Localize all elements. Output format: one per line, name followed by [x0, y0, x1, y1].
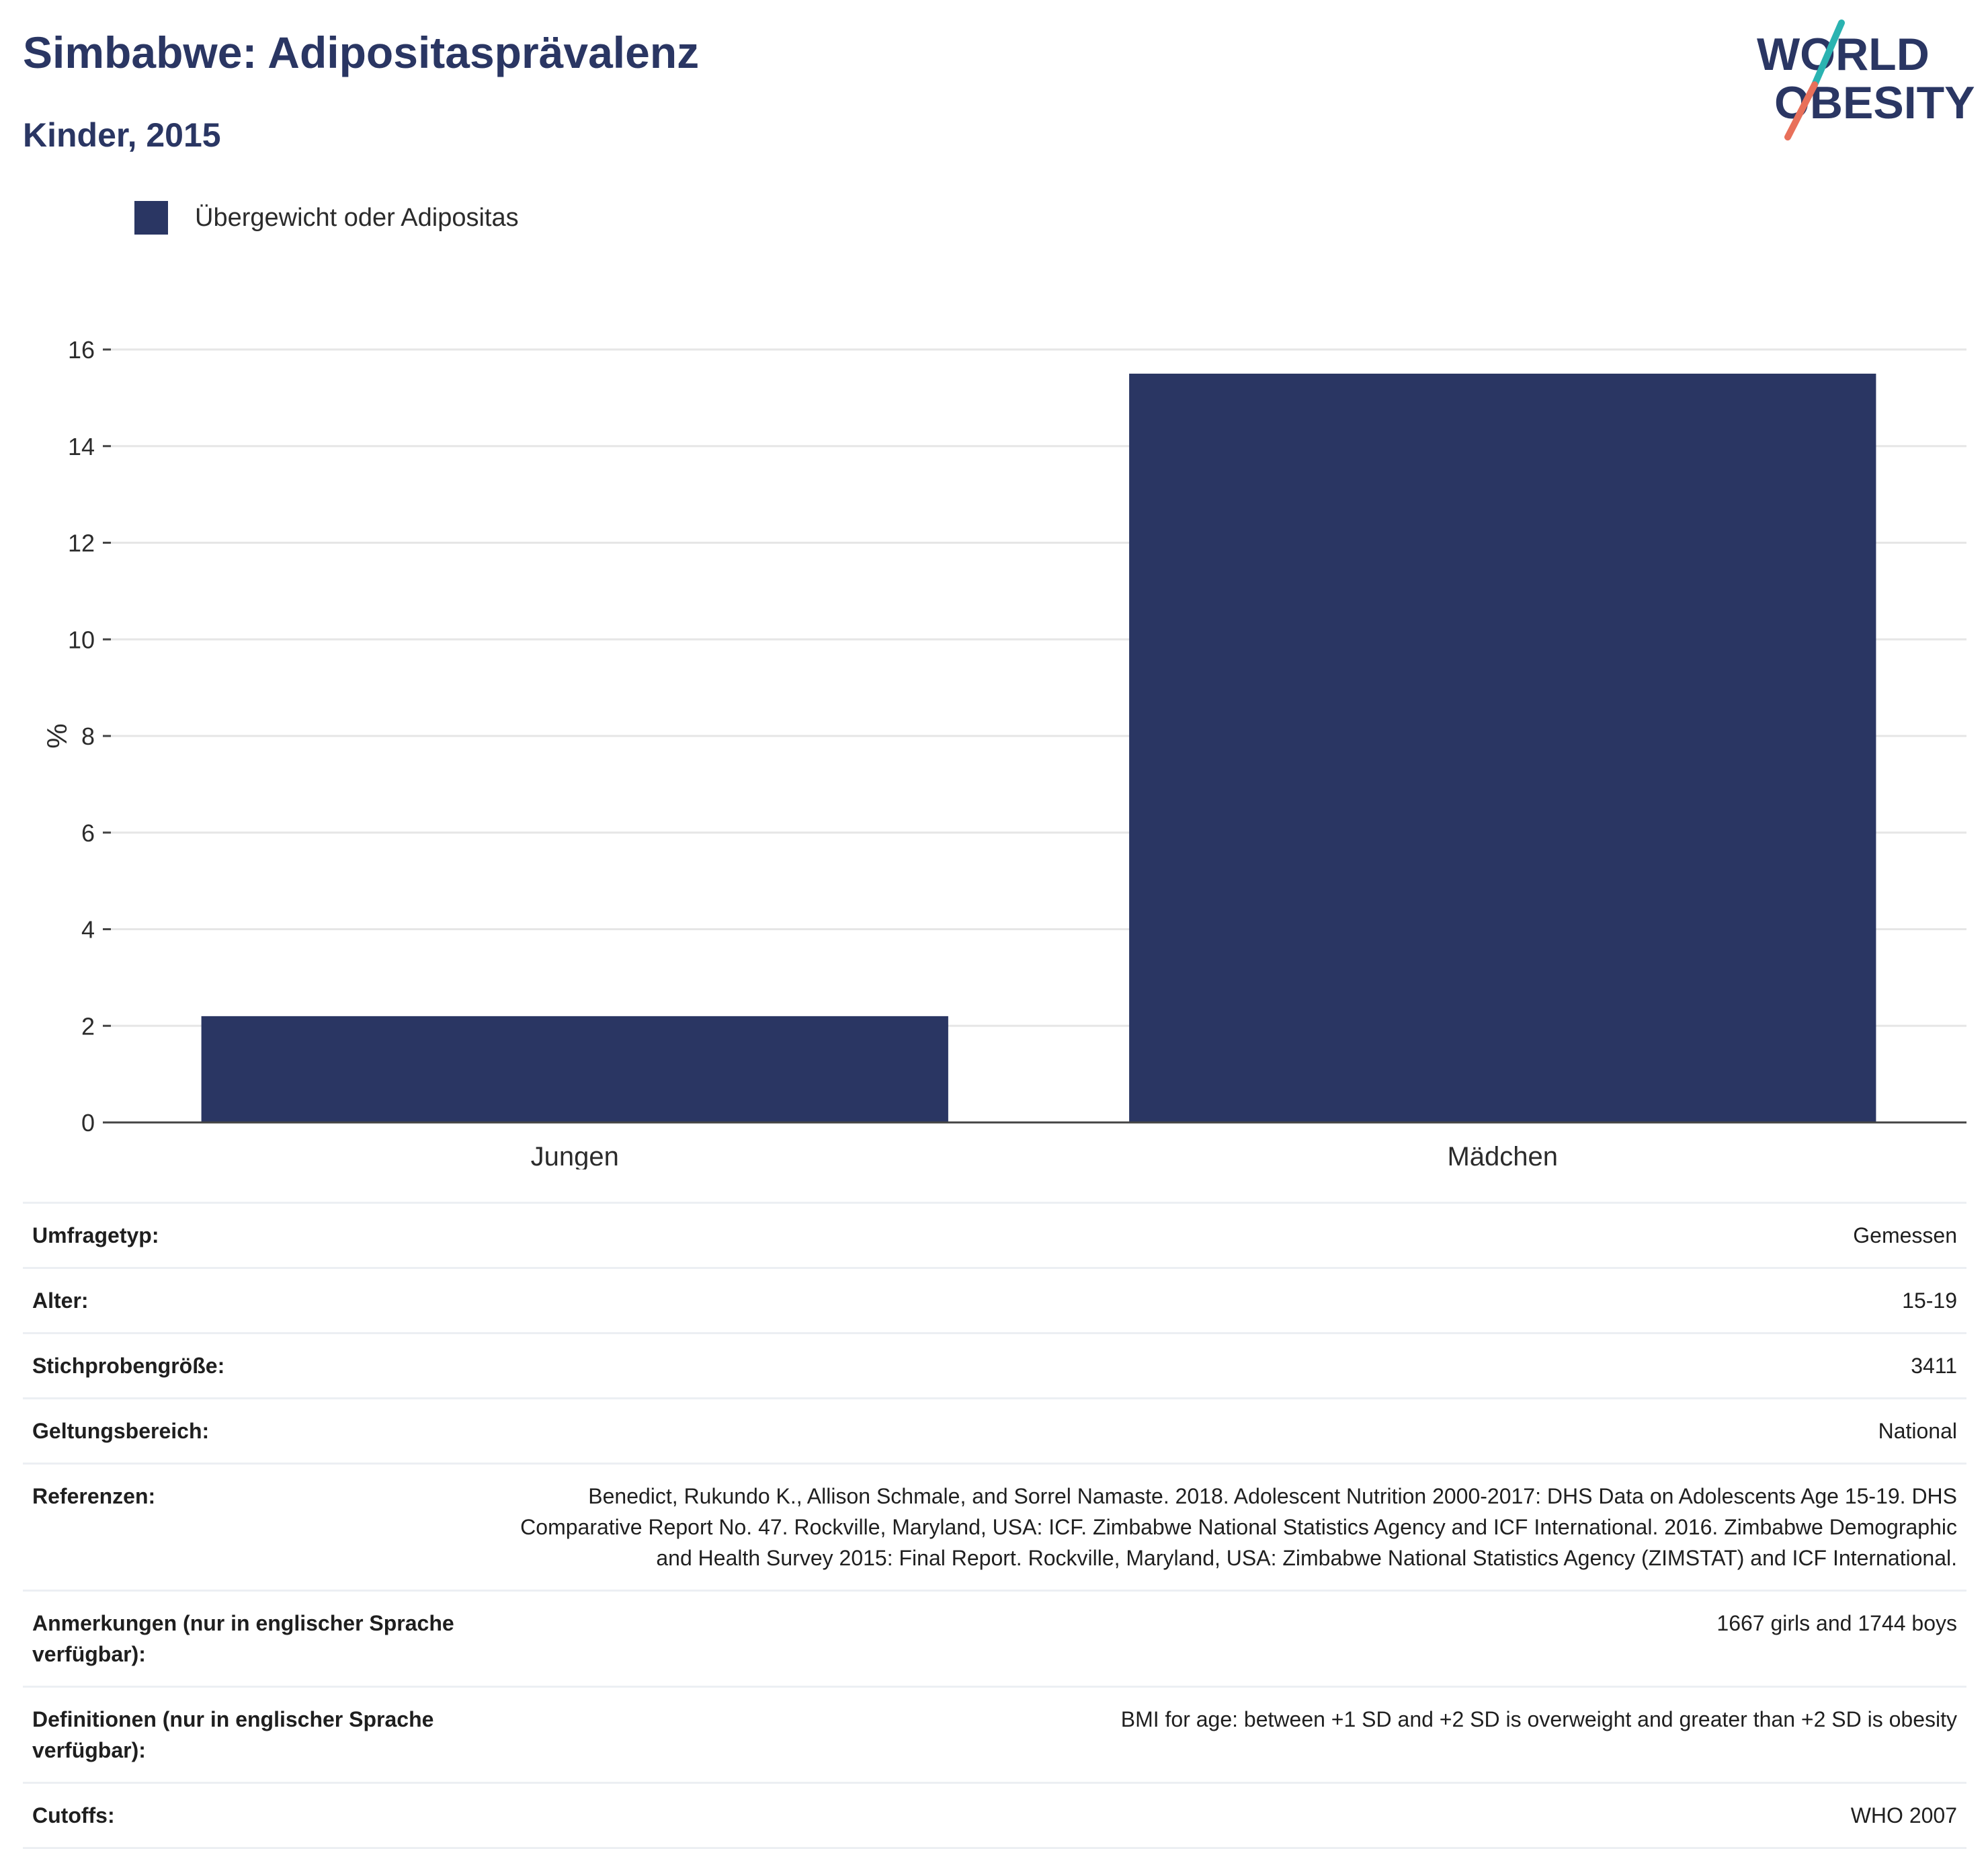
info-value: 1667 girls and 1744 boys [1716, 1611, 1957, 1635]
info-row: Geltungsbereich: National [23, 1399, 1966, 1464]
info-row: Definitionen (nur in englischer Sprache … [23, 1687, 1966, 1783]
info-table: Umfragetyp: Gemessen Alter: 15-19 Stichprobe… [23, 1202, 1966, 1849]
bar [201, 1016, 948, 1122]
y-tick-label: 16 [68, 336, 95, 364]
bar-chart: 0 2 4 6 8 10 12 14 16 Jungen Mädchen% [41, 336, 1966, 1169]
y-tick-label: 10 [68, 626, 95, 653]
x-tick-label: Jungen [531, 1142, 619, 1169]
info-value: Benedict, Rukundo K., Allison Schmale, a… [520, 1484, 1957, 1570]
info-value: 15-19 [1902, 1288, 1957, 1313]
info-label: Geltungsbereich: [32, 1419, 210, 1443]
y-tick-label: 12 [68, 530, 95, 557]
chart-legend[interactable]: Übergewicht oder Adipositas [134, 199, 519, 237]
chart-subtitle: Kinder, 2015 [23, 116, 221, 154]
info-value: 3411 [1911, 1354, 1957, 1378]
info-row: Anmerkungen (nur in englischer Sprache v… [23, 1591, 1966, 1687]
logo-text-world: WORLD [1757, 29, 1930, 80]
info-row: Referenzen: Benedict, Rukundo K., Allison… [23, 1464, 1966, 1591]
info-value: WHO 2007 [1850, 1803, 1957, 1827]
info-row: Alter: 15-19 [23, 1268, 1966, 1333]
y-tick-label: 2 [81, 1012, 95, 1040]
info-row: Cutoffs: WHO 2007 [23, 1783, 1966, 1848]
y-tick-label: 4 [81, 916, 95, 944]
info-label: Anmerkungen (nur in englischer Sprache v… [32, 1611, 454, 1666]
info-label: Alter: [32, 1288, 89, 1313]
y-tick-label: 8 [81, 723, 95, 750]
logo-slash-coral [1784, 81, 1818, 140]
y-tick-label: 14 [68, 433, 95, 460]
info-row: Umfragetyp: Gemessen [23, 1202, 1966, 1268]
y-axis-label: % [41, 723, 73, 748]
info-label: Umfragetyp: [32, 1223, 159, 1247]
bar [1129, 373, 1876, 1122]
info-value: National [1878, 1419, 1957, 1443]
logo-slash-teal [1811, 19, 1845, 88]
legend-swatch [134, 201, 168, 235]
info-label: Definitionen (nur in englischer Sprache … [32, 1707, 434, 1762]
info-label: Stichprobengröße: [32, 1354, 225, 1378]
info-row: Stichprobengröße: 3411 [23, 1333, 1966, 1399]
y-tick-label: 6 [81, 819, 95, 847]
info-value: Gemessen [1853, 1223, 1957, 1247]
info-label: Referenzen: [32, 1484, 156, 1508]
x-tick-label: Mädchen [1447, 1142, 1558, 1169]
world-obesity-logo: WORLD OBESITY [1757, 19, 1975, 140]
info-label: Cutoffs: [32, 1803, 115, 1827]
info-value: BMI for age: between +1 SD and +2 SD is … [1120, 1707, 1957, 1731]
y-tick-label: 0 [81, 1109, 95, 1137]
legend-label: Übergewicht oder Adipositas [195, 203, 519, 232]
chart-title: Simbabwe: Adipositasprävalenz [23, 28, 700, 77]
